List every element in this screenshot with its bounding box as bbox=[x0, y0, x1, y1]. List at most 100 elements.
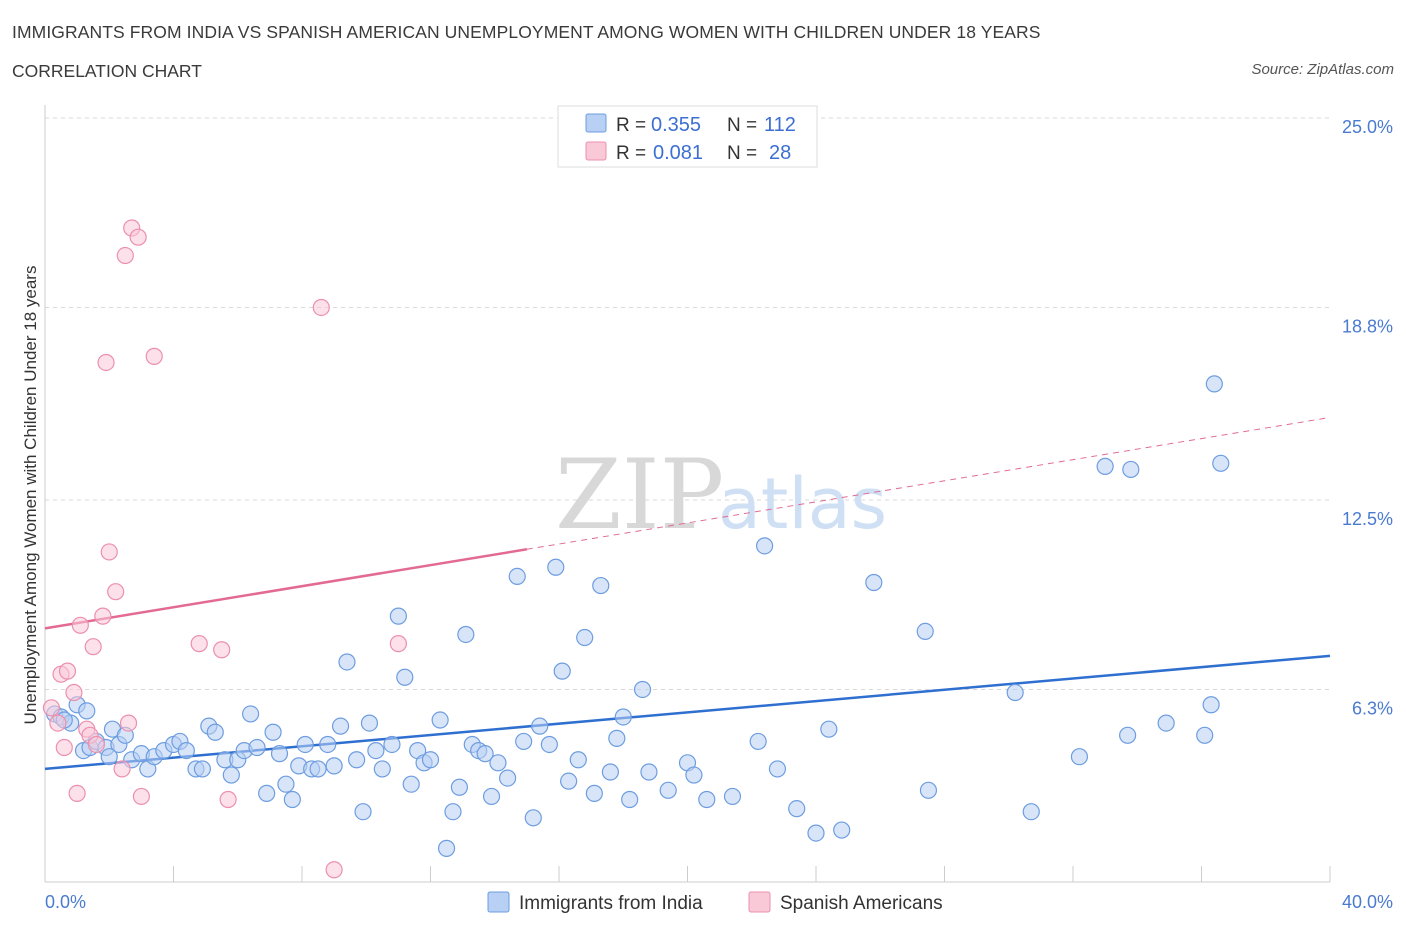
spanish-point bbox=[84, 638, 102, 656]
india-point bbox=[531, 717, 549, 735]
india-point bbox=[242, 705, 260, 723]
india-point bbox=[367, 741, 385, 760]
india-point bbox=[489, 754, 507, 772]
india-point bbox=[193, 760, 212, 778]
india-point bbox=[1096, 457, 1114, 475]
spanish-trend-line-dashed bbox=[526, 416, 1331, 550]
india-point bbox=[1202, 696, 1220, 714]
india-point bbox=[865, 573, 883, 592]
bottom-legend-label-spanish: Spanish Americans bbox=[780, 893, 943, 914]
chart-title: IMMIGRANTS FROM INDIA VS SPANISH AMERICA… bbox=[12, 22, 1041, 42]
india-point bbox=[659, 781, 677, 799]
bottom-legend-label-india: Immigrants from India bbox=[519, 893, 703, 914]
spanish-trend-line-solid bbox=[44, 548, 528, 630]
x-tick-labels: 0.0% 40.0% bbox=[45, 892, 1393, 912]
india-point bbox=[585, 784, 603, 802]
spanish-points bbox=[42, 219, 407, 879]
india-point bbox=[373, 760, 391, 778]
spanish-point bbox=[312, 298, 330, 317]
india-point bbox=[277, 775, 295, 793]
spanish-point bbox=[213, 641, 231, 659]
india-point bbox=[206, 723, 224, 741]
spanish-point bbox=[190, 635, 208, 653]
india-point bbox=[248, 738, 266, 757]
spanish-point bbox=[145, 347, 163, 365]
india-point bbox=[755, 537, 774, 555]
india-point bbox=[402, 775, 420, 793]
india-point bbox=[723, 787, 742, 806]
legend-n-label-india: N = bbox=[727, 115, 757, 136]
india-point bbox=[270, 745, 289, 763]
india-point bbox=[444, 803, 462, 821]
india-point bbox=[614, 708, 632, 726]
spanish-point bbox=[119, 714, 138, 732]
y-tick-label: 25.0% bbox=[1342, 117, 1393, 137]
spanish-point bbox=[55, 738, 73, 757]
india-point bbox=[476, 745, 494, 763]
spanish-point bbox=[325, 861, 343, 879]
spanish-point bbox=[107, 583, 125, 601]
india-point bbox=[685, 766, 703, 784]
legend-n-label-spanish: N = bbox=[727, 143, 757, 164]
india-point bbox=[383, 735, 401, 754]
india-point bbox=[633, 680, 652, 699]
spanish-point bbox=[100, 543, 118, 561]
india-point bbox=[431, 711, 449, 729]
india-point bbox=[788, 800, 806, 818]
spanish-point bbox=[94, 607, 112, 625]
spanish-point bbox=[71, 616, 89, 634]
india-point bbox=[768, 760, 787, 778]
india-point bbox=[576, 628, 594, 647]
legend-swatch-india bbox=[585, 113, 607, 133]
legend-n-value-india: 112 bbox=[764, 114, 796, 136]
india-point bbox=[325, 757, 343, 775]
india-point bbox=[396, 668, 414, 686]
spanish-point bbox=[58, 662, 77, 680]
y-tick-labels: 6.3% 12.5% 18.8% 25.0% bbox=[1342, 117, 1393, 718]
legend-swatch-spanish bbox=[585, 141, 607, 161]
india-point bbox=[916, 622, 934, 641]
india-point bbox=[348, 751, 366, 769]
india-point bbox=[749, 732, 767, 751]
bottom-legend: Immigrants from India Spanish Americans bbox=[487, 891, 943, 914]
y-axis-title: Unemployment Among Women with Children U… bbox=[21, 266, 40, 725]
india-point bbox=[360, 714, 379, 732]
legend-r-value-spanish: 0.081 bbox=[653, 142, 703, 164]
india-point bbox=[820, 720, 838, 738]
spanish-point bbox=[219, 790, 237, 809]
spanish-point bbox=[65, 683, 83, 702]
legend-r-label-india: R = bbox=[616, 115, 646, 136]
india-point bbox=[1196, 726, 1214, 744]
watermark: ZIP atlas bbox=[555, 439, 887, 551]
india-point bbox=[338, 653, 356, 671]
india-point bbox=[222, 766, 240, 784]
india-point bbox=[515, 732, 533, 751]
india-point bbox=[1022, 803, 1040, 821]
india-point bbox=[569, 751, 587, 769]
spanish-point bbox=[389, 635, 407, 653]
spanish-point bbox=[68, 784, 86, 802]
india-point bbox=[560, 772, 578, 790]
spanish-point bbox=[132, 787, 150, 806]
india-point bbox=[437, 839, 456, 857]
india-point bbox=[389, 607, 407, 625]
india-point bbox=[919, 781, 938, 799]
y-tick-label: 18.8% bbox=[1342, 316, 1393, 336]
india-point bbox=[450, 778, 469, 796]
india-point bbox=[698, 790, 716, 809]
india-point bbox=[592, 576, 610, 595]
top-legend: R = 0.355 N = 112 R = 0.081 N = 28 bbox=[557, 105, 818, 168]
bottom-legend-swatch-india bbox=[487, 891, 510, 913]
india-point bbox=[1070, 748, 1089, 766]
y-tick-label: 6.3% bbox=[1352, 698, 1393, 718]
y-tick-label: 12.5% bbox=[1342, 509, 1393, 529]
india-point bbox=[640, 763, 658, 781]
legend-r-label-spanish: R = bbox=[616, 143, 646, 164]
bottom-legend-swatch-spanish bbox=[748, 891, 771, 913]
india-point bbox=[807, 824, 825, 842]
india-point bbox=[258, 784, 276, 802]
x-tick-label: 0.0% bbox=[45, 892, 86, 912]
india-point bbox=[319, 735, 337, 754]
spanish-point bbox=[129, 228, 147, 246]
